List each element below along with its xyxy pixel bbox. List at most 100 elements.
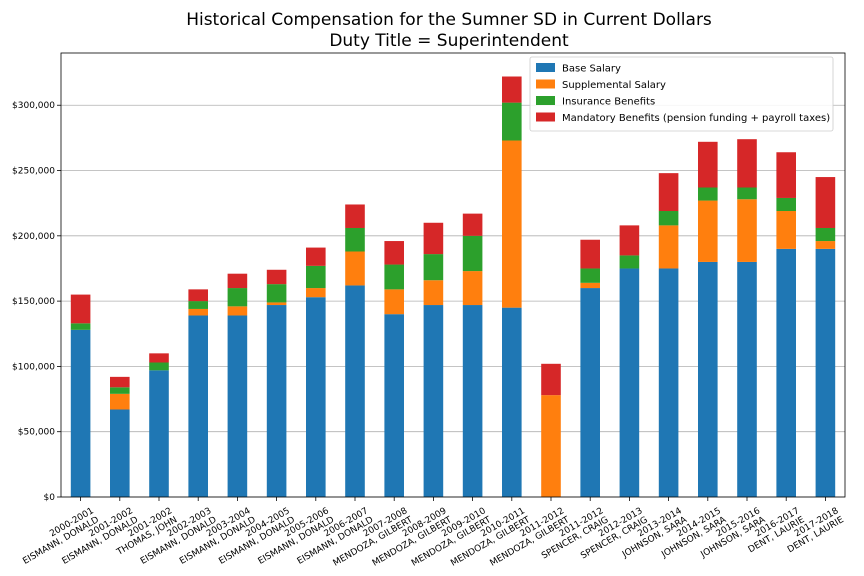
bar-segment	[619, 225, 640, 256]
bar-segment	[423, 222, 444, 255]
bar-segment	[149, 370, 169, 497]
bar-segment	[737, 187, 757, 200]
bar-segment	[227, 315, 248, 497]
bar-segment	[227, 306, 248, 316]
legend-label: Supplemental Salary	[562, 80, 666, 91]
bar-segment	[658, 225, 679, 269]
bar-segment	[423, 254, 444, 281]
bar-segment	[776, 152, 796, 198]
bar-segment	[345, 285, 365, 497]
x-tick-label: 2000-2001EISMANN, DONALD	[16, 506, 101, 567]
legend: Base Salary Supplemental Salary Insurance …	[529, 56, 834, 132]
bar-segment	[698, 187, 718, 201]
bar-segment	[619, 255, 640, 269]
bar-segment	[70, 323, 91, 330]
bar-segment	[110, 376, 130, 388]
bar-segment	[384, 289, 404, 315]
y-tick-label: $200,000	[12, 232, 55, 242]
y-tick-label: $0	[44, 493, 56, 503]
bar-segment	[110, 393, 130, 410]
bar-segment	[306, 247, 326, 266]
gridlines	[61, 104, 845, 498]
legend-label: Insurance Benefits	[562, 97, 655, 108]
bar-segment	[345, 251, 365, 286]
bar-segment	[541, 395, 561, 497]
bar-segment	[149, 362, 169, 371]
legend-swatch	[536, 112, 555, 122]
bar-segment	[502, 76, 522, 103]
bar-segment	[306, 265, 326, 289]
bar-segment	[345, 227, 365, 252]
bar-segment	[737, 261, 757, 497]
bar-segment	[188, 289, 208, 302]
bar-segment	[462, 235, 483, 272]
legend-swatch	[536, 96, 555, 105]
y-tick-label: $50,000	[18, 428, 55, 438]
y-tick-label: $100,000	[12, 362, 55, 372]
bar-segment	[815, 177, 836, 228]
bars	[70, 76, 836, 497]
bar-segment	[580, 239, 600, 269]
bar-segment	[815, 241, 836, 249]
bar-segment	[188, 315, 208, 497]
bar-segment	[306, 288, 326, 298]
plot-frame	[60, 52, 846, 498]
bar-segment	[815, 227, 836, 242]
bar-segment	[110, 409, 130, 497]
bar-segment	[776, 248, 796, 497]
bar-segment	[70, 294, 91, 324]
bar-segment	[580, 288, 600, 497]
bar-segment	[306, 297, 326, 497]
bar-segment	[580, 268, 600, 283]
chart-subtitle: Duty Title = Superintendent	[329, 31, 569, 51]
bar-segment	[266, 269, 287, 285]
bar-segment	[462, 213, 483, 236]
bar-segment	[384, 241, 404, 265]
bar-segment	[737, 139, 757, 188]
bar-segment	[227, 273, 248, 289]
bar-segment	[227, 288, 248, 307]
bar-segment	[658, 173, 679, 212]
bar-segment	[384, 314, 404, 497]
bar-segment	[110, 387, 130, 394]
bar-segment	[502, 140, 522, 308]
bar-segment	[423, 305, 444, 497]
bar-segment	[188, 301, 208, 309]
bar-segment	[266, 305, 287, 497]
bar-segment	[698, 141, 718, 188]
legend-swatch	[536, 79, 555, 89]
y-tick-label: $250,000	[12, 167, 55, 177]
legend-box	[529, 56, 834, 132]
bar-segment	[541, 363, 561, 396]
legend-label: Mandatory Benefits (pension funding + pa…	[562, 113, 830, 124]
legend-label: Base Salary	[562, 64, 621, 75]
bar-segment	[737, 199, 757, 262]
legend-swatch	[536, 63, 555, 72]
bar-segment	[619, 268, 640, 497]
bar-segment	[70, 329, 91, 497]
y-tick-label: $300,000	[12, 101, 55, 111]
bar-segment	[462, 271, 483, 306]
bar-segment	[698, 200, 718, 262]
bar-segment	[149, 353, 169, 363]
bar-segment	[462, 305, 483, 497]
bar-segment	[188, 308, 208, 316]
chart-title: Historical Compensation for the Sumner S…	[186, 10, 712, 30]
bar-segment	[698, 261, 718, 497]
bar-segment	[502, 307, 522, 497]
bar-segment	[266, 284, 287, 303]
bar-segment	[776, 197, 796, 212]
bar-segment	[658, 268, 679, 497]
bar-segment	[384, 264, 404, 290]
bar-segment	[658, 211, 679, 226]
bar-segment	[580, 282, 600, 289]
bar-segment	[815, 248, 836, 497]
bar-segment	[776, 211, 796, 249]
y-tick-label: $150,000	[12, 297, 55, 307]
bar-segment	[266, 302, 287, 306]
bar-segment	[345, 204, 365, 228]
bar-segment	[423, 280, 444, 306]
bar-segment	[502, 102, 522, 141]
